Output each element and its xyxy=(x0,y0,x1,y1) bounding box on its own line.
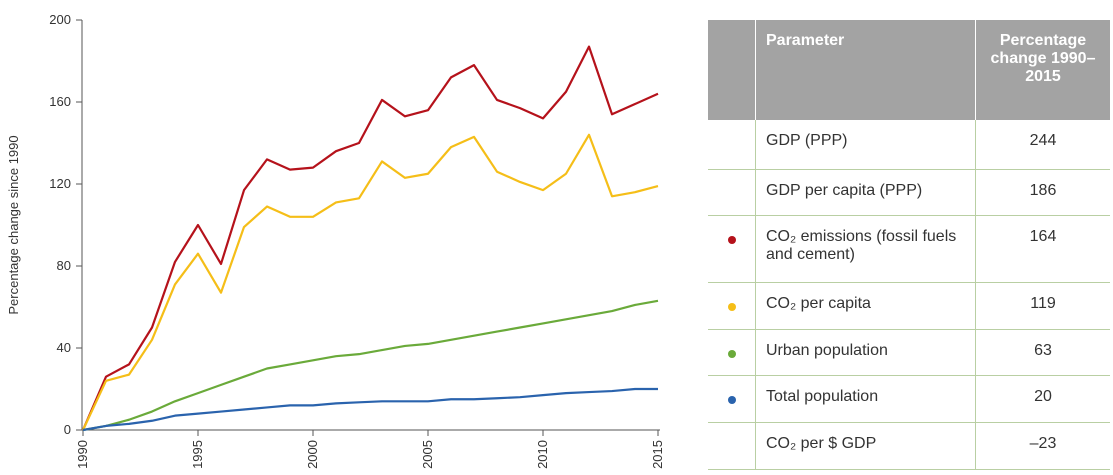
value-cell: 63 xyxy=(975,330,1110,375)
table-header: Parameter Percentage change 1990–2015 xyxy=(708,20,1110,120)
table-row: Urban population 63 xyxy=(708,330,1110,376)
x-tick-label: 2005 xyxy=(420,440,435,469)
y-axis-label: Percentage change since 1990 xyxy=(6,135,21,314)
value-cell: 20 xyxy=(975,376,1110,422)
x-tick-label: 1990 xyxy=(75,440,90,469)
parameter-cell: Total population xyxy=(755,376,975,422)
line-series xyxy=(81,45,659,431)
y-tick-label: 0 xyxy=(64,422,71,437)
table-row: CO₂ per $ GDP –23 xyxy=(708,423,1110,470)
legend-dot xyxy=(728,350,736,358)
y-tick-label: 40 xyxy=(57,340,71,355)
parameter-cell: Urban population xyxy=(755,330,975,375)
table-row: CO₂ emissions (fossil fuels and cement) 1… xyxy=(708,216,1110,283)
parameter-cell: GDP (PPP) xyxy=(755,120,975,169)
header-cell xyxy=(708,20,755,120)
y-tick-label: 160 xyxy=(49,94,71,109)
parameter-cell: CO₂ per $ GDP xyxy=(755,423,975,469)
y-tick-label: 80 xyxy=(57,258,71,273)
line-series xyxy=(82,133,659,431)
marker-cell xyxy=(708,283,755,329)
marker-cell xyxy=(708,423,755,469)
x-tick-label: 1995 xyxy=(190,440,205,469)
parameter-cell: CO₂ emissions (fossil fuels and cement) xyxy=(755,216,975,282)
y-tick-label: 200 xyxy=(49,12,71,27)
value-cell: 164 xyxy=(975,216,1110,282)
value-cell: –23 xyxy=(975,423,1110,469)
table-row: GDP (PPP) 244 xyxy=(708,120,1110,170)
marker-cell xyxy=(708,330,755,375)
value-cell: 244 xyxy=(975,120,1110,169)
header-cell: Percentage change 1990–2015 xyxy=(975,20,1110,120)
value-cell: 119 xyxy=(975,283,1110,329)
marker-cell xyxy=(708,376,755,422)
legend-dot xyxy=(728,236,736,244)
x-tick-label: 2015 xyxy=(650,440,665,469)
table-row: GDP per capita (PPP) 186 xyxy=(708,170,1110,216)
parameter-cell: CO₂ per capita xyxy=(755,283,975,329)
marker-cell xyxy=(708,120,755,169)
chart: Percentage change since 1990 0 40 80 120 160… xyxy=(6,12,665,469)
legend-dot xyxy=(728,396,736,404)
marker-cell xyxy=(708,216,755,282)
line-series xyxy=(82,299,659,432)
header-cell: Parameter xyxy=(755,20,975,120)
table-row: CO₂ per capita 119 xyxy=(708,283,1110,330)
y-tick-label: 120 xyxy=(49,176,71,191)
x-tick-label: 2000 xyxy=(305,440,320,469)
marker-cell xyxy=(708,170,755,215)
value-cell: 186 xyxy=(975,170,1110,215)
parameter-cell: GDP per capita (PPP) xyxy=(755,170,975,215)
x-tick-label: 2010 xyxy=(535,440,550,469)
legend-dot xyxy=(728,303,736,311)
line-series xyxy=(82,387,658,432)
table-row: Total population 20 xyxy=(708,376,1110,423)
